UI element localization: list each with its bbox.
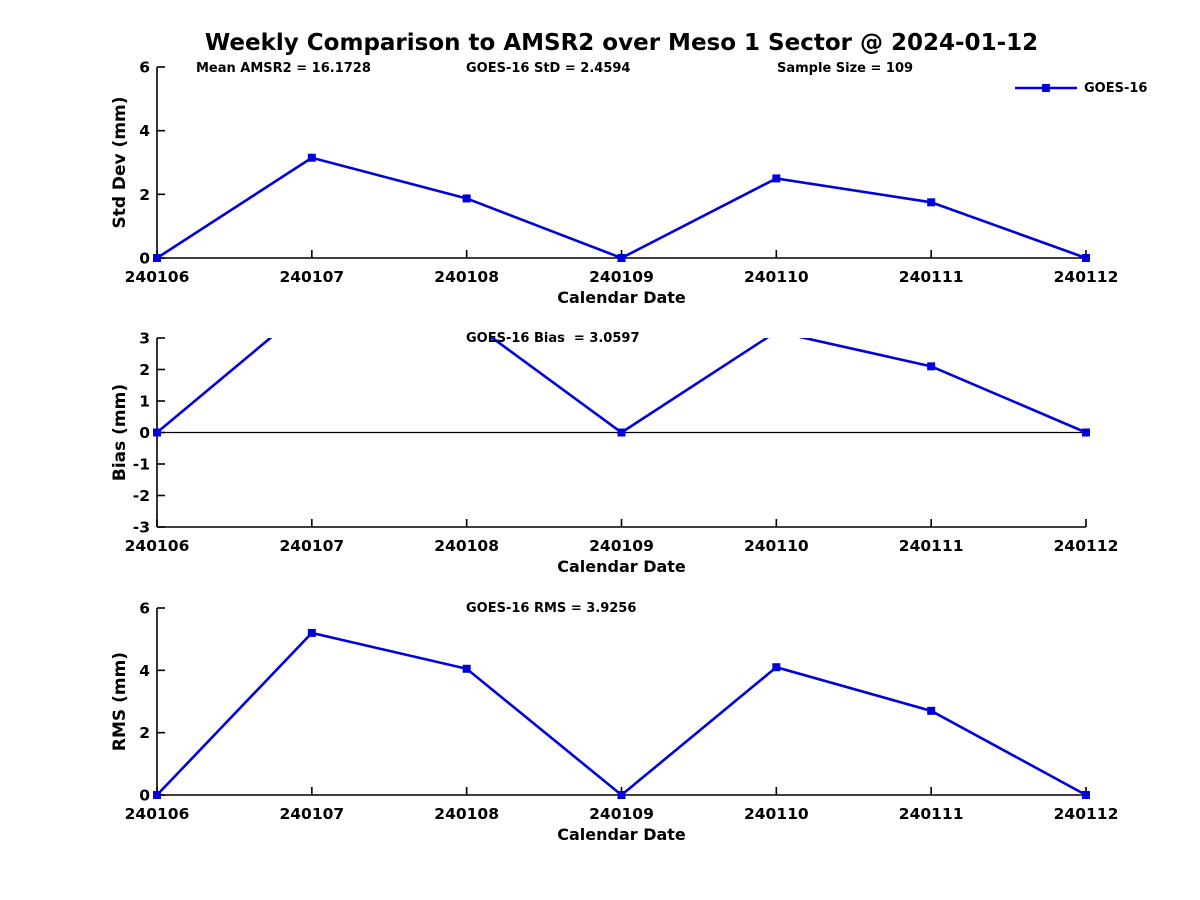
data-point-marker xyxy=(617,254,626,262)
x-tick-label: 240107 xyxy=(279,805,344,823)
y-tick-label: 2 xyxy=(139,186,150,204)
x-axis-label: Calendar Date xyxy=(557,557,686,576)
x-tick-label: 240109 xyxy=(589,268,654,286)
x-tick-label: 240109 xyxy=(589,805,654,823)
y-tick-label: -3 xyxy=(133,519,150,537)
data-point-marker xyxy=(153,254,161,262)
y-axis-label: Std Dev (mm) xyxy=(110,96,130,228)
legend-line-marker-icon xyxy=(1015,84,1077,92)
y-tick-label: 1 xyxy=(139,393,150,411)
y-tick-label: 6 xyxy=(139,600,150,618)
data-point-marker xyxy=(153,791,161,799)
y-tick-label: 0 xyxy=(139,424,150,442)
data-point-marker xyxy=(153,428,161,437)
x-tick-label: 240111 xyxy=(899,805,964,823)
data-point-marker xyxy=(1082,428,1090,437)
data-point-marker xyxy=(463,315,471,323)
data-point-marker xyxy=(617,428,626,437)
x-tick-label: 240106 xyxy=(125,537,190,555)
x-tick-label: 240112 xyxy=(1054,268,1119,286)
data-point-marker xyxy=(307,628,316,637)
x-tick-label: 240110 xyxy=(744,268,809,286)
data-point-marker xyxy=(307,153,316,162)
y-tick-label: 0 xyxy=(139,787,150,805)
x-tick-label: 240112 xyxy=(1054,805,1119,823)
x-tick-label: 240107 xyxy=(279,268,344,286)
x-tick-label: 240111 xyxy=(899,268,964,286)
data-point-marker xyxy=(308,299,316,307)
data-point-marker xyxy=(462,194,471,203)
stat-sample-size: Sample Size = 109 xyxy=(777,61,914,76)
series-line xyxy=(156,631,1087,797)
data-point-marker xyxy=(772,663,781,672)
panel-annotation: GOES-16 Bias = 3.0597 xyxy=(466,331,640,346)
data-point-marker xyxy=(927,198,936,207)
x-tick-label: 240106 xyxy=(125,805,190,823)
series-line xyxy=(156,156,1087,260)
series-line xyxy=(156,338,1087,435)
y-tick-label: 0 xyxy=(139,250,150,268)
y-axis-label: Bias (mm) xyxy=(110,384,130,481)
x-tick-label: 240108 xyxy=(434,537,499,555)
legend-label: GOES-16 xyxy=(1084,80,1148,96)
y-tick-label: 2 xyxy=(139,724,150,742)
x-tick-label: 240111 xyxy=(899,537,964,555)
stat-mean-amsr2: Mean AMSR2 = 16.1728 xyxy=(196,61,371,76)
data-point-marker xyxy=(927,706,936,715)
x-tick-label: 240108 xyxy=(434,268,499,286)
x-tick-label: 240108 xyxy=(434,805,499,823)
x-axis-label: Calendar Date xyxy=(557,288,686,307)
data-point-marker xyxy=(462,664,471,673)
panel-annotation: GOES-16 RMS = 3.9256 xyxy=(466,601,636,616)
x-tick-label: 240110 xyxy=(744,537,809,555)
y-tick-label: 4 xyxy=(139,662,150,680)
y-tick-label: 4 xyxy=(139,122,150,140)
y-axis-label: RMS (mm) xyxy=(110,652,130,751)
x-tick-label: 240109 xyxy=(589,537,654,555)
x-tick-label: 240107 xyxy=(279,537,344,555)
y-tick-label: 3 xyxy=(139,330,150,348)
x-tick-label: 240112 xyxy=(1054,537,1119,555)
data-point-marker xyxy=(1082,791,1090,799)
data-point-marker xyxy=(1082,254,1090,262)
x-tick-label: 240110 xyxy=(744,805,809,823)
y-tick-label: 2 xyxy=(139,361,150,379)
data-point-marker xyxy=(772,328,780,336)
y-tick-label: -2 xyxy=(133,487,150,505)
data-point-marker xyxy=(617,791,626,799)
data-point-marker xyxy=(772,174,781,183)
y-tick-label: 6 xyxy=(139,59,150,77)
x-axis-label: Calendar Date xyxy=(557,825,686,844)
stat-goes16-std: GOES-16 StD = 2.4594 xyxy=(466,61,631,76)
legend-goes16: GOES-16 xyxy=(1014,80,1148,96)
y-tick-label: -1 xyxy=(133,456,150,474)
figure-title: Weekly Comparison to AMSR2 over Meso 1 S… xyxy=(204,30,1039,56)
data-point-marker xyxy=(927,362,936,371)
x-tick-label: 240106 xyxy=(125,268,190,286)
